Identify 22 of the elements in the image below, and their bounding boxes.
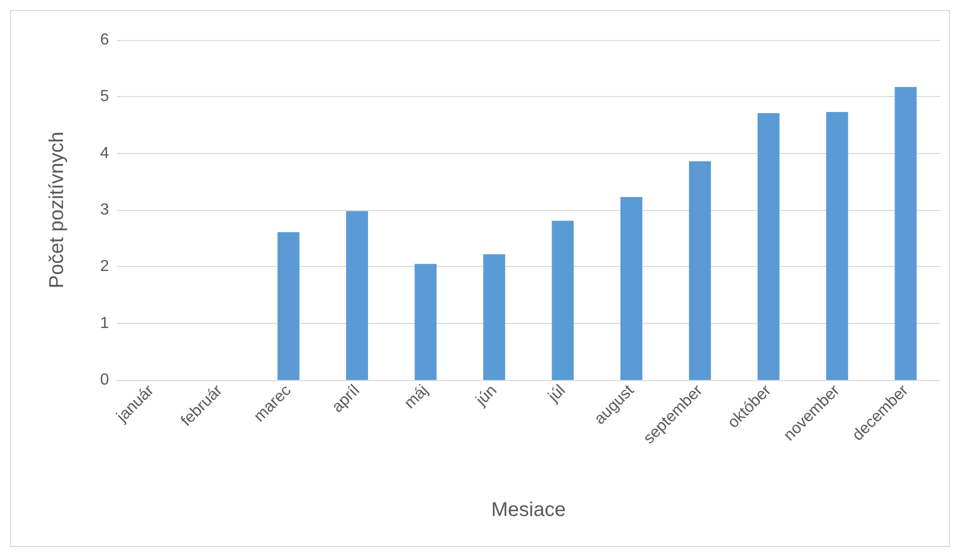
x-tick-label: júl [544,382,569,406]
y-tick-label: 1 [100,314,110,332]
bar [894,87,917,380]
bar [826,112,848,380]
bar [483,254,506,380]
y-axis-title: Počet pozitívnych [46,132,68,288]
y-tick-label: 2 [100,258,110,276]
bar [277,232,300,380]
bar [346,211,368,380]
x-tick-label: jún [472,382,500,410]
y-tick-label: 5 [100,88,110,106]
y-tick-label: 0 [100,372,110,388]
bar [414,264,437,380]
y-tick-label: 4 [100,144,110,162]
y-tick-label: 6 [100,32,110,48]
y-tick-label: 3 [100,202,110,218]
bar [758,113,780,380]
bar [620,196,642,380]
bar [688,161,711,380]
x-axis-title: Mesiace [491,499,566,521]
bar [552,220,574,380]
x-tick-label: máj [401,382,432,412]
